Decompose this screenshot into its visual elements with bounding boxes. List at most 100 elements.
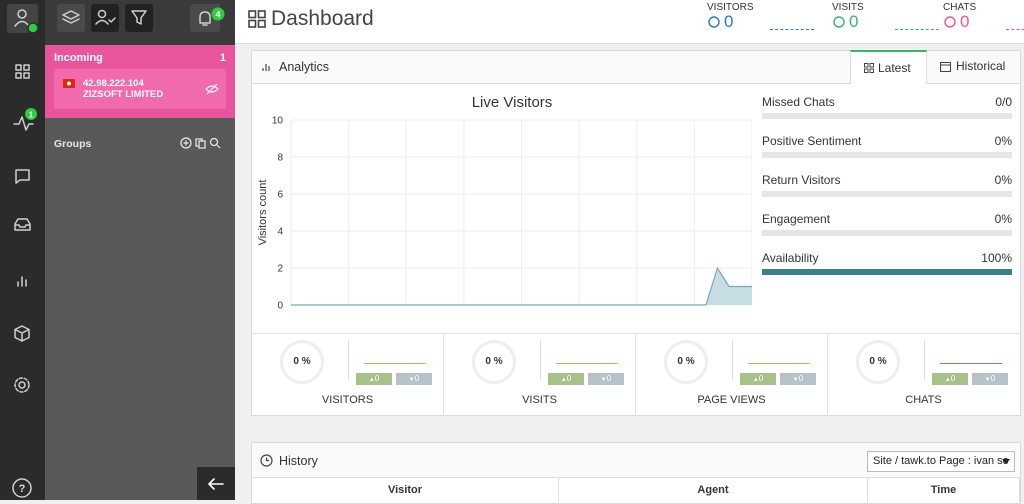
up-badge: ▲0 (932, 373, 968, 385)
column-header: Agent (559, 478, 868, 502)
history-title: History (279, 454, 318, 468)
visitor-card[interactable]: 42.98.222.104 ZIZSOFT LIMITED (54, 69, 226, 109)
y-tick-label: 8 (277, 153, 283, 164)
summary-label: PAGE VIEWS (697, 394, 766, 406)
layers-button[interactable] (57, 4, 85, 32)
settings-icon (14, 377, 30, 393)
down-arrow: ▼ (984, 377, 991, 383)
y-axis-label: Visitors count (257, 180, 269, 246)
stat-trend (770, 29, 814, 30)
help-icon-text: ? (19, 483, 26, 495)
trend-line (940, 363, 1002, 364)
copy-group-icon[interactable] (195, 138, 206, 149)
metrics-list: Missed Chats 0/0 Positive Sentiment 0% Retur… (762, 95, 1012, 285)
tab-label: Historical (956, 59, 1006, 73)
filter-button[interactable] (125, 4, 153, 32)
metric-bar-track (762, 152, 1012, 158)
up-arrow: ▲ (560, 377, 567, 383)
stat-icon (944, 16, 956, 28)
percent-text: 0 % (293, 356, 311, 367)
flag-icon (63, 79, 75, 88)
metric-bar-track (762, 230, 1012, 236)
down-badge: ▼0 (588, 373, 624, 385)
filter-dropdown[interactable]: Site / tawk.to Page : ivan so (867, 451, 1015, 472)
visitor-panel: 4 Incoming 1 42.98.222.104 ZIZSOFT LIMIT… (45, 0, 235, 500)
stat-icon (833, 16, 845, 28)
summary-label: VISITS (522, 394, 557, 406)
percent-text: 0 % (485, 356, 503, 367)
chart-title: Live Visitors (472, 94, 553, 111)
down-value: 0 (606, 374, 612, 383)
analytics-header: Analytics Latest Historical (252, 50, 1020, 84)
layers-icon (62, 10, 80, 24)
up-value: 0 (758, 374, 764, 383)
help-icon[interactable] (12, 478, 32, 498)
y-tick-label: 10 (272, 116, 284, 127)
tab-icon (940, 62, 951, 72)
dashboard-icon[interactable] (15, 64, 30, 79)
chat-icon[interactable] (15, 169, 30, 184)
metric-value: 0/0 (995, 95, 1012, 109)
settings-icon[interactable] (18, 381, 26, 389)
arrow-icon (208, 478, 224, 490)
agents-icon (95, 17, 116, 25)
down-arrow: ▼ (792, 377, 799, 383)
metric-value: 100% (981, 251, 1012, 265)
live-visitors-chart: Live Visitors Visitors count 0 2 4 6 8 10 (257, 94, 752, 312)
activity-icon[interactable] (13, 116, 34, 131)
activity-badge (25, 108, 37, 120)
summary-cell: 0 % ▲0 ▼0 VISITS (444, 334, 636, 416)
y-tick-label: 6 (277, 190, 283, 201)
tab-latest[interactable]: Latest (850, 50, 927, 84)
history-panel: History Site / tawk.to Page : ivan so Vi… (251, 442, 1021, 504)
add-group-icon[interactable] (180, 137, 192, 149)
toolbar-icons: 4 (57, 4, 225, 32)
analytics-title: Analytics (279, 60, 330, 74)
stat-trend (895, 29, 939, 30)
visitor-company: ZIZSOFT LIMITED (83, 89, 164, 100)
summary-label: CHATS (905, 394, 942, 406)
metric-bar (762, 269, 1012, 275)
y-tick-label: 0 (277, 301, 283, 312)
down-badge: ▼0 (396, 373, 432, 385)
hide-icon[interactable] (205, 83, 219, 95)
agents-button[interactable] (91, 4, 119, 32)
summary-label: VISITORS (321, 394, 374, 406)
notification-badge (211, 7, 225, 21)
y-tick-label: 2 (277, 264, 283, 275)
metric-name: Positive Sentiment (762, 134, 862, 148)
tab-historical[interactable]: Historical (926, 51, 1020, 83)
inbox-icon[interactable] (14, 218, 31, 231)
column-header: Visitor (252, 478, 559, 502)
stat-label: VISITORS (707, 2, 754, 13)
up-arrow: ▲ (752, 377, 759, 383)
y-tick-label: 4 (277, 227, 283, 238)
summary-row: 0 % ▲0 ▼0 VISITORS 0 % ▲0 ▼0 VISITS 0 % ▲0 ▼0 PAGE … (252, 333, 1020, 416)
search-group-icon[interactable] (209, 137, 221, 149)
metric-value: 0% (994, 134, 1012, 148)
incoming-count: 1 (219, 52, 226, 64)
trend-line (748, 363, 810, 364)
divider (924, 340, 925, 380)
activity-badge-text: 1 (29, 111, 34, 120)
divider (732, 340, 733, 380)
notification-badge-text: 4 (215, 10, 220, 20)
trend-line (364, 363, 426, 364)
summary-cell: 0 % ▲0 ▼0 CHATS (828, 334, 1019, 416)
addons-icon[interactable] (14, 325, 30, 342)
up-badge: ▲0 (548, 373, 584, 385)
stat-icon-shape (944, 16, 956, 28)
filter-label: Site / tawk.to Page : ivan so (873, 455, 1009, 467)
stat-label: CHATS (943, 2, 977, 13)
collapse-button[interactable] (197, 467, 235, 500)
analytics-panel: Analytics Latest Historical Live Visitor… (251, 50, 1021, 416)
down-arrow: ▼ (600, 377, 607, 383)
line (291, 266, 752, 306)
analytics-icon (262, 64, 270, 71)
top-header: Dashboard VISITORS 0 VISITS 0 CHATS 0 (235, 0, 1024, 44)
stat-icon (708, 16, 720, 28)
up-arrow: ▲ (944, 377, 951, 383)
reports-icon[interactable] (17, 276, 27, 287)
profile-icon (17, 9, 27, 19)
